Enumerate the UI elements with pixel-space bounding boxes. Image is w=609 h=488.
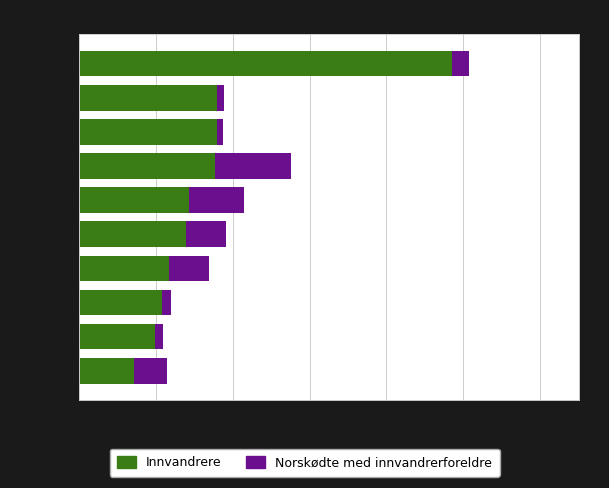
Bar [452,51,470,77]
Bar [79,153,215,179]
Bar [155,324,163,349]
Bar [215,153,291,179]
Bar [186,222,227,247]
Legend: Innvandrere, Norskødte med innvandrerforeldre: Innvandrere, Norskødte med innvandrerfor… [110,449,499,477]
Bar [79,51,452,77]
Bar [169,256,209,281]
Bar [217,85,224,110]
Bar [217,119,224,144]
Bar [79,85,217,110]
Bar [79,324,155,349]
Bar [79,256,169,281]
Bar [79,119,217,144]
Bar [79,222,186,247]
Bar [189,187,244,213]
Bar [134,358,167,384]
Bar [79,187,189,213]
Bar [162,290,171,315]
Bar [79,358,134,384]
Bar [79,290,162,315]
